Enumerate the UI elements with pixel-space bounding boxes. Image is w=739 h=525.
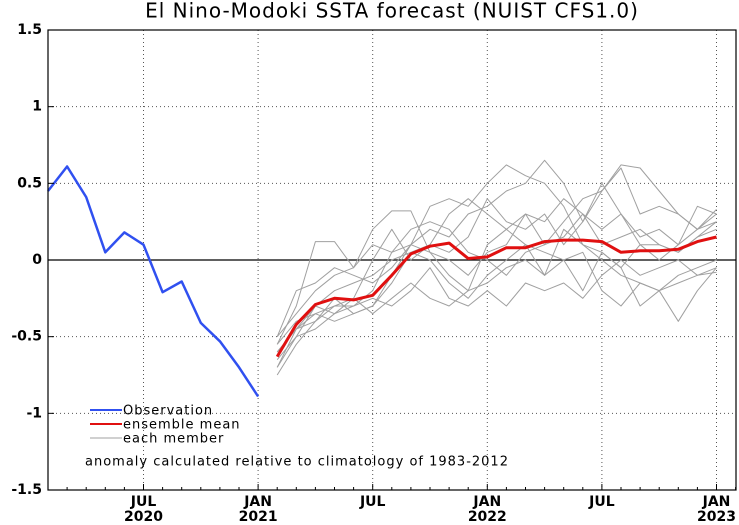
x-tick-label: JUL: [130, 494, 157, 510]
x-tick-label: JAN: [243, 494, 272, 510]
x-tick-year: 2023: [697, 509, 736, 525]
member-line: [276, 164, 717, 345]
member-line: [276, 159, 717, 337]
series-line: [47, 165, 260, 398]
legend-label: Observation: [123, 404, 213, 419]
legend-label: ensemble mean: [123, 418, 241, 433]
y-tick-label: -0.5: [11, 329, 42, 345]
x-tick-year: 2022: [468, 509, 507, 525]
y-tick-label: -1.5: [11, 482, 42, 498]
y-tick-label: 1.5: [17, 22, 42, 38]
member-line: [276, 213, 717, 338]
y-tick-label: 0.5: [17, 175, 42, 191]
plot-area: [47, 159, 717, 398]
annotation: anomaly calculated relative to climatolo…: [85, 455, 509, 470]
series-line: [275, 235, 717, 358]
member-line: [276, 198, 717, 353]
x-tick-label: JUL: [588, 494, 615, 510]
chart-title: El Nino-Modoki SSTA forecast (NUIST CFS1…: [145, 0, 639, 23]
member-line: [276, 259, 717, 368]
x-tick-year: 2021: [239, 509, 278, 525]
x-tick-label: JUL: [359, 494, 386, 510]
y-tick-label: -1: [26, 405, 42, 421]
y-tick-label: 1: [32, 99, 42, 115]
x-tick-label: JAN: [702, 494, 731, 510]
y-tick-label: 0: [32, 252, 42, 268]
x-tick-year: 2020: [124, 509, 163, 525]
legend-label: each member: [123, 432, 224, 447]
member-line: [276, 198, 717, 345]
x-tick-label: JAN: [472, 494, 501, 510]
